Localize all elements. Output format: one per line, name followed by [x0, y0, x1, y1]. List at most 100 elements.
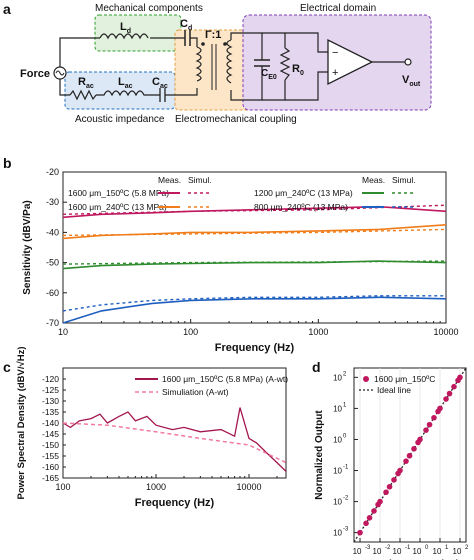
x-tick-label: 10000 [433, 327, 458, 337]
output-terminal-icon [404, 58, 412, 66]
data-point [423, 427, 429, 433]
x-tick-exponent: -3 [365, 545, 371, 551]
data-point [371, 508, 377, 514]
data-point [386, 483, 393, 490]
y-tick-label: -145 [42, 429, 59, 439]
data-point [391, 477, 397, 483]
series-meas-line [62, 260, 447, 270]
capacitor-cac-icon [150, 88, 170, 102]
mechanical-box [94, 14, 182, 52]
x-tick-label: 10 [353, 547, 362, 556]
data-point [417, 436, 423, 443]
y-tick-label: 10 [333, 404, 342, 413]
legend-entry-label: 1600 μm_240ºC (13 MPa) [68, 202, 167, 212]
legend-entry-label: 1600 μm_150ºC [374, 374, 435, 384]
dot-icon [223, 42, 227, 46]
series-meas-line [62, 407, 287, 472]
data-point [366, 515, 373, 521]
x-tick-label: 10 [453, 547, 462, 556]
x-tick-label: 10 [433, 547, 442, 556]
legend-header: Meas. [362, 175, 385, 185]
x-axis-label: Frequency (Hz) [215, 342, 295, 354]
legend: Meas. Simul. Meas. Simul. 1600 μm_150ºC (5.8… [68, 175, 416, 212]
x-tick-label: 10 [413, 547, 422, 556]
y-tick-label: -135 [42, 407, 59, 417]
x-tick-exponent: 2 [465, 545, 469, 551]
chart-d: 10 -3 10 -2 10 -1 10 0 10 1 10 210 -310 -210 -110 010 11… [314, 367, 469, 560]
y-tick-exponent: 2 [343, 371, 347, 377]
inductor-lac-icon [96, 90, 150, 97]
y-tick-label: -50 [46, 258, 59, 268]
y-tick-label: -60 [46, 288, 59, 298]
series-simul-line [62, 422, 287, 464]
transformer-core-icon [211, 44, 217, 90]
y-tick-label: -125 [42, 385, 59, 395]
x-tick-label: 10000 [236, 482, 261, 492]
x-tick-exponent: 1 [445, 545, 449, 551]
x-axis-label: Frequency (Hz) [135, 497, 215, 509]
series-meas-line [62, 224, 447, 240]
panel-a-circuit: a Mechanical components Electrical domai… [3, 1, 432, 125]
panel-letter-a: a [3, 1, 11, 17]
panel-letter-b: b [3, 155, 12, 171]
sine-icon [55, 70, 65, 76]
chart-c: 100 1000 10000 -120-125-130-135-140-145-150… [16, 346, 288, 509]
data-point [437, 405, 443, 412]
y-tick-label: -155 [42, 451, 59, 461]
electrical-label: Electrical domain [300, 3, 376, 14]
data-point [383, 489, 389, 496]
acoustic-label: Acoustic impedance [75, 114, 165, 125]
data-point [451, 383, 457, 390]
y-tick-exponent: -3 [343, 527, 349, 533]
legend-header: Meas. [158, 175, 181, 185]
data-point [411, 446, 417, 452]
y-tick-label: -150 [42, 440, 59, 450]
y-tick-label: -130 [42, 396, 59, 406]
legend-header: Simul. [188, 175, 212, 185]
y-tick-label: -70 [46, 318, 59, 328]
x-tick-label: 1000 [308, 327, 328, 337]
data-point [357, 529, 363, 536]
legend: 1600 μm_150ºC (5.8 MPa) (A-wt) Simuliatio… [135, 374, 288, 397]
data-point [457, 374, 463, 381]
x-tick-label: 10 [373, 547, 382, 556]
cd-label: Cd [180, 18, 192, 32]
y-tick-exponent: -2 [343, 496, 349, 502]
panel-c: c 100 1000 10000-120-125-130-135-140-145-1… [3, 346, 288, 509]
inductor-ld-icon [99, 33, 149, 40]
legend-header: Simul. [392, 175, 416, 185]
legend-entry-label: Simuliation (A-wt) [162, 387, 229, 397]
y-tick-label: -140 [42, 418, 59, 428]
data-point [446, 390, 453, 397]
panel-b: b 10 100 1000 10000 -20 -30 -40 -50 -60 -70 Freque… [3, 155, 459, 354]
x-tick-exponent: -1 [405, 545, 411, 551]
data-point [403, 458, 409, 464]
legend-entry-label: 1600 μm_150ºC (5.8 MPa) [68, 188, 169, 198]
y-tick-label: -40 [46, 227, 59, 237]
y-tick-label: -30 [46, 197, 59, 207]
legend-entry-label: 1200 μm_240ºC (13 MPa) [254, 188, 353, 198]
electromech-label: Electromechanical coupling [175, 114, 297, 125]
plot-frame [353, 367, 467, 543]
cac-label: Cac [152, 76, 168, 90]
x-tick-label: 10 [393, 547, 402, 556]
legend-entry-label: 800 μm_240ºC (13 MPa) [254, 202, 348, 212]
y-tick-label: -20 [46, 167, 59, 177]
rac-label: Rac [78, 76, 94, 90]
x-tick-label: 1000 [146, 482, 166, 492]
data-point [406, 452, 413, 459]
vout-label: Vout [402, 74, 421, 88]
y-axis-label: Power Spectral Density (dBV/√Hz) [16, 346, 27, 499]
data-point [363, 520, 369, 527]
y-tick-exponent: 0 [343, 433, 347, 439]
series-simul-line [62, 228, 447, 237]
y-tick-label: 10 [333, 435, 342, 444]
y-tick-label: -165 [42, 473, 59, 483]
panel-letter-d: d [312, 359, 321, 375]
plot-frame [62, 171, 447, 324]
legend-entry-label: Ideal line [377, 385, 411, 395]
x-tick-label: 100 [183, 327, 198, 337]
series-simul-line [62, 295, 446, 312]
